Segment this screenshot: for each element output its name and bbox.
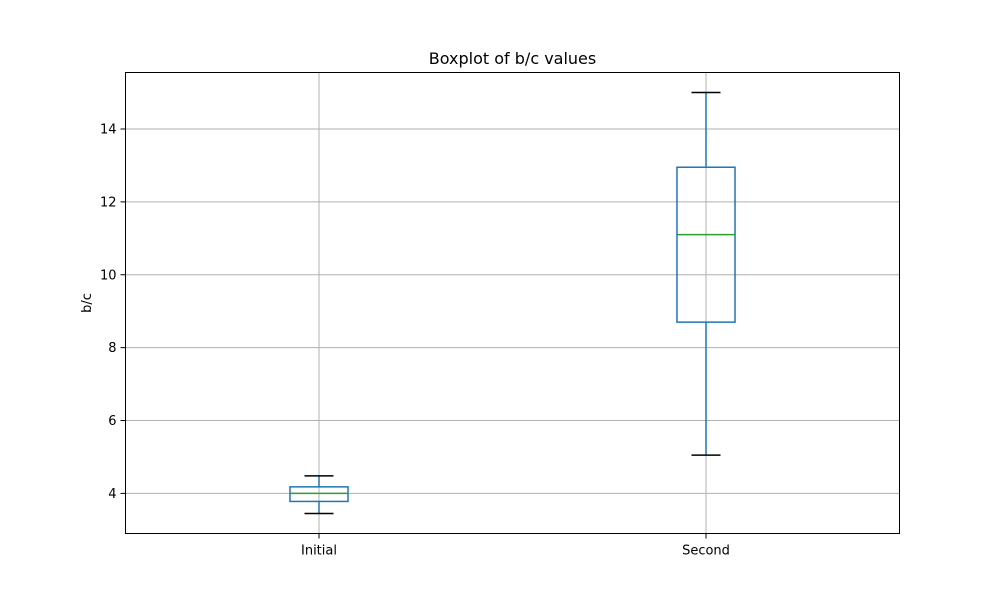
y-tick-label: 6 xyxy=(108,414,116,429)
x-tick-label: Initial xyxy=(301,544,337,559)
y-tick-label: 14 xyxy=(100,122,117,137)
iqr-box xyxy=(676,166,736,323)
box-elements xyxy=(289,91,736,515)
grid-lines xyxy=(125,72,900,534)
y-tick-label: 8 xyxy=(108,341,116,356)
y-tick-label: 12 xyxy=(100,195,117,210)
x-tick-label: Second xyxy=(682,544,730,559)
plot-area-frame xyxy=(125,72,900,534)
y-tick-label: 10 xyxy=(100,268,117,283)
axis-ticks: 4 6 8 10 12 14 Initial Second xyxy=(100,122,730,558)
box-group-initial xyxy=(289,475,349,515)
y-tick-label: 4 xyxy=(108,487,116,502)
y-axis-label: b/c xyxy=(80,293,95,313)
box-group-second xyxy=(676,91,736,456)
chart-title: Boxplot of b/c values xyxy=(429,49,596,68)
